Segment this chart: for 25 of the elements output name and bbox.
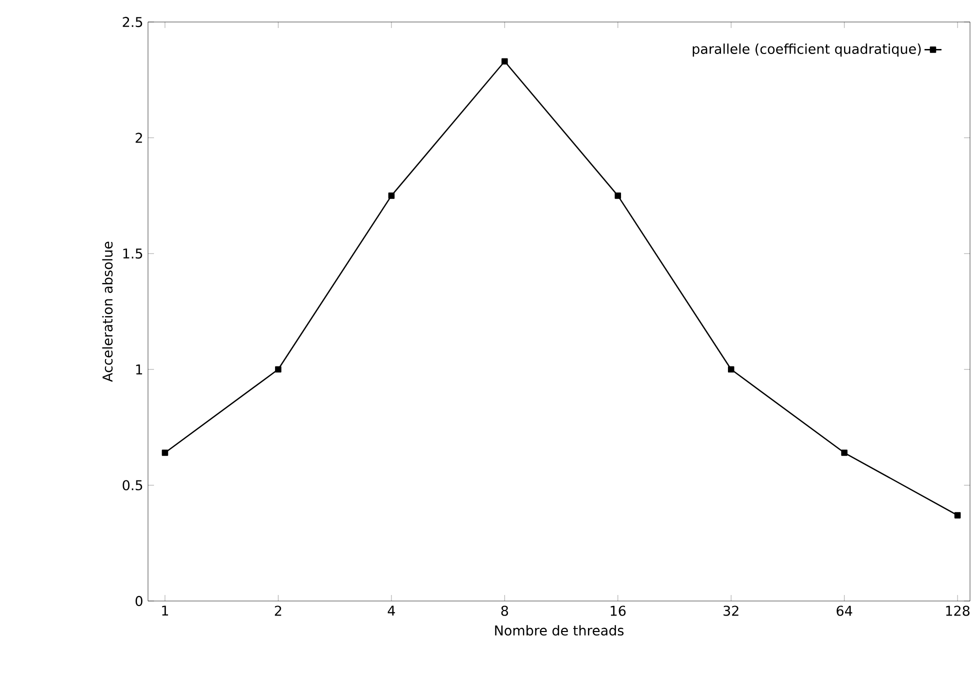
y-tick-label: 1: [136, 364, 142, 374]
point: [728, 366, 734, 373]
x-tick-label: 16: [610, 606, 626, 616]
y-tick-label: 1.5: [123, 248, 142, 259]
y-tick-label: 2: [136, 132, 142, 143]
point: [388, 192, 395, 199]
point: [841, 450, 848, 456]
y-tick-label: 2.5: [122, 16, 142, 28]
y-axis-title: Acceleration absolue: [102, 242, 113, 382]
point: [275, 366, 282, 373]
point: [954, 512, 961, 518]
x-tick-label: 128: [946, 606, 970, 616]
point: [502, 58, 508, 65]
x-tick-label: 1: [162, 606, 168, 616]
y-tick-label: 0: [136, 596, 142, 606]
point: [614, 192, 622, 199]
y-tick-label: 0.5: [122, 480, 142, 490]
x-axis-title: Nombre de threads: [495, 625, 624, 636]
legend-label: parallele (coefficient quadratique): [692, 44, 921, 57]
x-tick-label: 32: [724, 606, 738, 616]
x-tick-label: 2: [274, 606, 282, 616]
point: [162, 450, 168, 456]
x-tick-label: 4: [388, 606, 395, 616]
x-tick-label: 64: [836, 606, 852, 616]
x-tick-label: 8: [501, 606, 508, 616]
